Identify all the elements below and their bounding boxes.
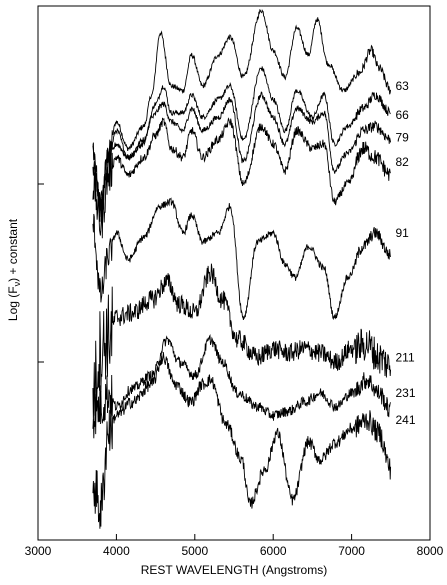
spectrum-line-241 (92, 352, 392, 529)
x-tick-label: 6000 (260, 544, 287, 558)
series-label-211: 211 (396, 351, 415, 365)
x-axis-ticks: 3000 4000 5000 6000 7000 8000 (25, 534, 444, 558)
y-axis-title-subscript: ν (12, 281, 22, 286)
x-tick-label: 3000 (25, 544, 52, 558)
y-axis-ticks (38, 183, 44, 363)
plot-frame (37, 5, 431, 541)
series-lines (92, 8, 392, 529)
y-axis-title-tail: ) + constant (6, 218, 20, 282)
spectrum-line-79 (92, 91, 392, 222)
spectrum-line-82 (92, 117, 391, 239)
spectrum-line-231 (92, 334, 391, 439)
series-label-231: 231 (396, 386, 416, 400)
series-label-63: 63 (396, 79, 410, 93)
series-label-82: 82 (396, 155, 410, 169)
y-axis-title: Log (Fν) + constant (6, 218, 22, 321)
series-label-79: 79 (396, 130, 410, 144)
x-tick-label: 4000 (103, 544, 130, 558)
x-tick-label: 7000 (338, 544, 365, 558)
spectrum-line-63 (92, 8, 392, 209)
series-label-91: 91 (396, 226, 410, 240)
x-tick-label: 8000 (417, 544, 444, 558)
spectrum-line-211 (92, 263, 392, 423)
x-tick-label: 5000 (181, 544, 208, 558)
series-label-66: 66 (396, 108, 410, 122)
x-axis-title: REST WAVELENGTH (Angstroms) (141, 563, 327, 577)
series-labels: 63 66 79 82 91 211 231 241 (396, 79, 416, 427)
spectrum-line-66 (92, 66, 391, 211)
y-axis-title-main: Log (F (6, 286, 20, 321)
spectrum-line-91 (92, 197, 392, 321)
series-label-241: 241 (396, 413, 416, 427)
